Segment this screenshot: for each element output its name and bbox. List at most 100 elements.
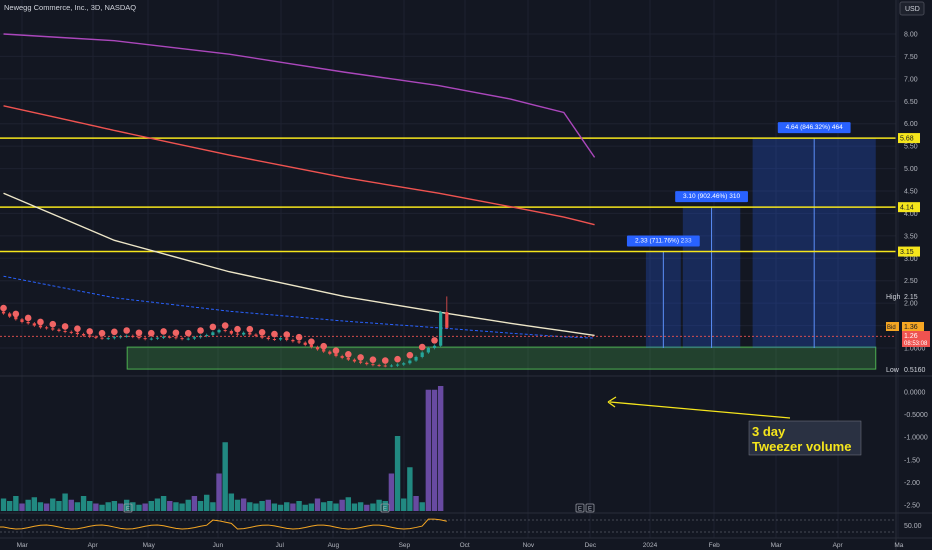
signal-dot	[271, 330, 278, 338]
signal-dot	[295, 333, 303, 341]
volume-bar	[74, 502, 81, 511]
last-price-value: 1.26	[904, 333, 918, 340]
bid-value: 1.36	[904, 324, 918, 331]
signal-dot	[258, 329, 266, 336]
candle-body	[285, 338, 289, 340]
candle-body	[217, 330, 221, 333]
volume-bar	[93, 503, 99, 511]
candle-body	[20, 319, 24, 322]
price-axis-tick: 4.50	[904, 189, 918, 196]
candle-body	[149, 338, 153, 340]
symbol-title[interactable]: Newegg Commerce, Inc., 3D, NASDAQ	[4, 3, 136, 12]
signal-dot	[418, 343, 426, 351]
candle-body	[205, 334, 209, 336]
candle-body	[137, 336, 141, 339]
signal-dot	[332, 347, 340, 354]
candle-body	[26, 321, 30, 324]
candle-body	[260, 335, 264, 338]
time-axis-tick: Jul	[276, 542, 285, 549]
volume-bar	[290, 503, 296, 511]
signal-dot	[0, 304, 7, 312]
currency-button[interactable]: USD	[905, 6, 920, 13]
volume-bar	[247, 502, 253, 511]
signal-dot	[135, 329, 143, 337]
event-marker[interactable]	[585, 503, 595, 513]
time-axis-tick: Oct	[460, 542, 470, 549]
time-axis-tick: Ma	[894, 542, 903, 549]
time-axis-tick: Apr	[88, 542, 99, 549]
candle-body	[309, 344, 313, 348]
candle-body	[229, 330, 233, 334]
volume-bar	[327, 501, 333, 511]
projection-label-bg	[626, 235, 700, 247]
oscillator-axis-tick: -1.0000	[904, 435, 928, 442]
candle-body	[100, 337, 104, 339]
candle-body	[402, 363, 406, 365]
volume-bar	[388, 473, 395, 511]
signal-dot	[147, 329, 155, 337]
candle-body	[408, 360, 412, 364]
volume-bar	[19, 503, 25, 511]
candle-body	[81, 334, 86, 336]
volume-bar	[314, 498, 321, 511]
time-axis-tick: Mar	[771, 542, 783, 549]
level-tag-bg	[898, 202, 920, 213]
signal-dot	[111, 328, 118, 336]
price-axis-tick: 5.50	[904, 144, 918, 151]
candle-body	[389, 365, 394, 367]
candle-body	[45, 327, 49, 329]
annotation-arrow	[609, 401, 791, 419]
volume-bar	[136, 504, 142, 511]
volume-bar	[425, 389, 432, 511]
price-axis-tick: 3.50	[904, 233, 918, 240]
volume-bar	[401, 498, 407, 511]
event-marker[interactable]	[380, 503, 390, 513]
signal-dot	[197, 327, 204, 334]
signal-dot	[221, 322, 229, 329]
candle-body	[352, 359, 357, 362]
candle-body	[223, 330, 227, 332]
event-marker[interactable]	[575, 503, 585, 513]
low-tag: Low	[886, 367, 900, 374]
candle-body	[359, 361, 363, 363]
volume-bar	[320, 502, 327, 511]
oscillator-axis-tick: -2.50	[904, 503, 920, 510]
signal-dot	[61, 323, 69, 330]
candle-body	[63, 330, 67, 332]
volume-bar	[87, 501, 93, 511]
candle-body	[414, 356, 418, 361]
price-axis-tick: 4.00	[904, 211, 918, 218]
volume-bar	[6, 501, 13, 511]
time-axis-tick: Dec	[585, 542, 597, 549]
volume-bar	[431, 389, 438, 511]
candle-body	[248, 332, 252, 335]
price-axis-tick: 2.00	[904, 301, 918, 308]
currency-button-bg[interactable]	[899, 1, 925, 16]
rsi-axis-tick: 50.00	[904, 523, 922, 530]
event-marker[interactable]	[123, 503, 133, 513]
candle-body	[118, 336, 123, 338]
candle-body	[432, 345, 437, 348]
volume-bar	[160, 496, 167, 511]
candle-body	[125, 335, 129, 337]
candle-body	[32, 323, 36, 326]
candle-body	[162, 336, 166, 338]
candle-body	[445, 312, 449, 328]
time-axis-tick: Apr	[833, 542, 844, 549]
volume-bar	[13, 496, 19, 511]
event-marker-label: E	[578, 507, 582, 513]
volume-bar	[364, 504, 370, 511]
candle-body	[297, 341, 301, 343]
candle-body	[426, 348, 430, 353]
volume-bar	[80, 496, 87, 511]
candle-body	[395, 364, 400, 366]
volume-bar	[253, 503, 259, 511]
candle-body	[75, 332, 80, 335]
signal-dot	[86, 328, 94, 335]
projection-label: 4.64 (846.32%) 464	[786, 124, 843, 131]
level-tag-bg	[898, 133, 920, 144]
volume-bar	[302, 504, 308, 511]
volume-bar	[370, 503, 376, 511]
high-tag: High	[886, 294, 901, 301]
